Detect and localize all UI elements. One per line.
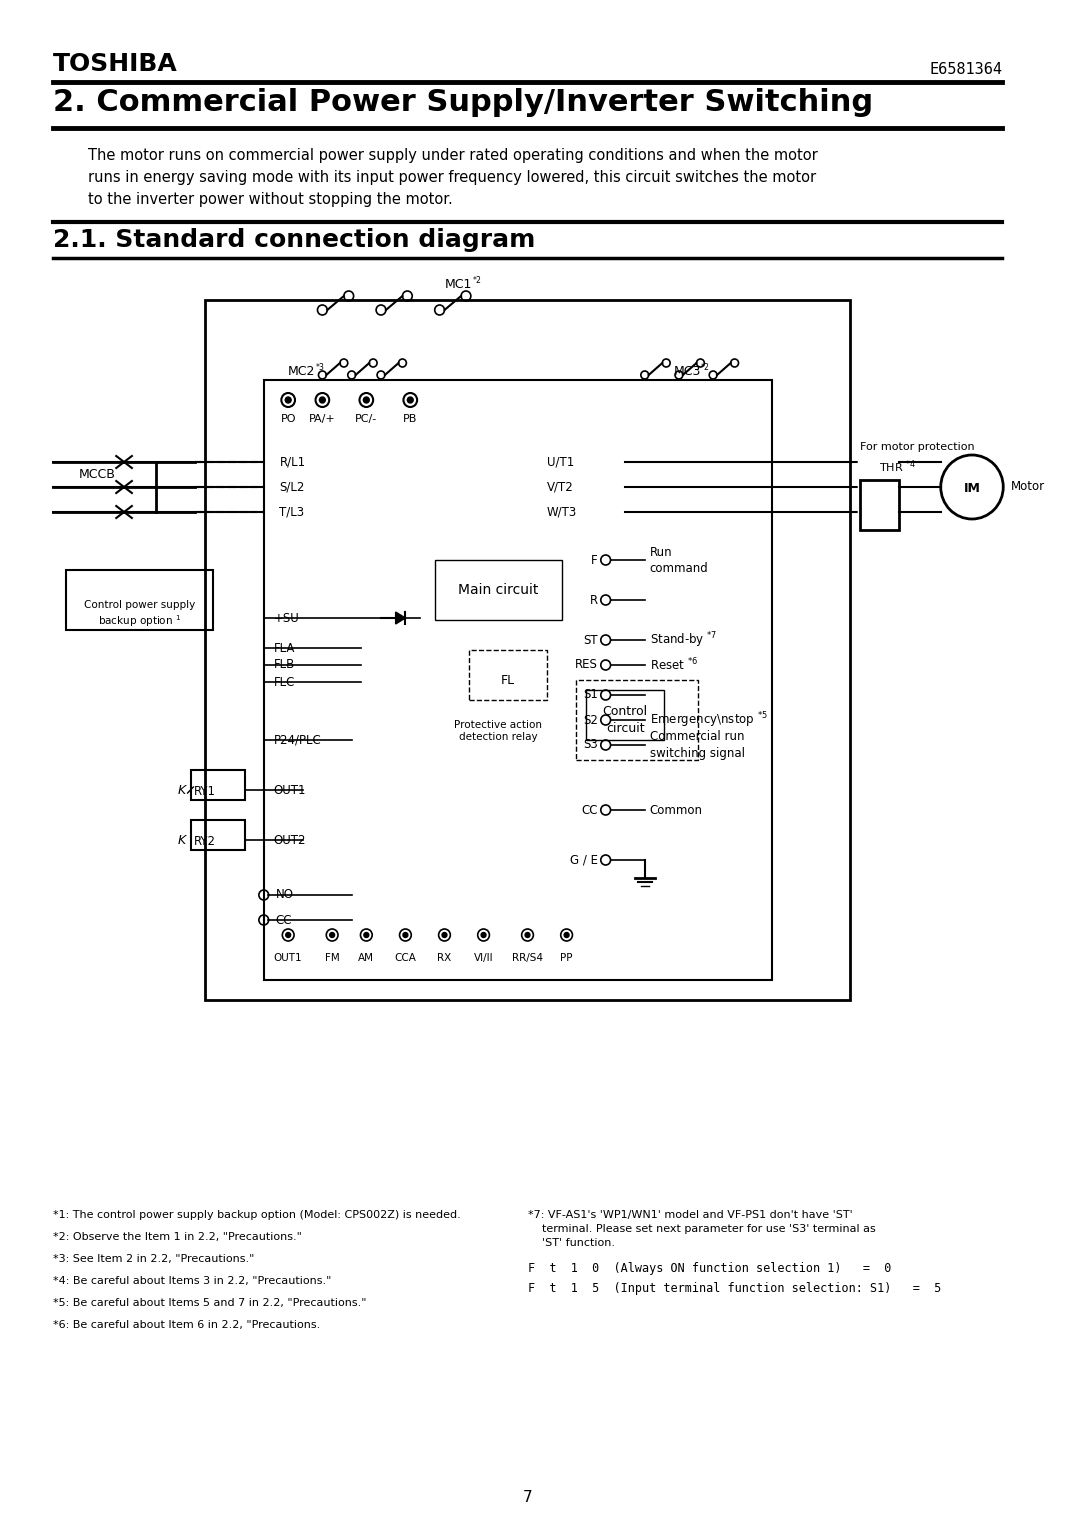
Text: P24/PLC: P24/PLC [273, 733, 321, 747]
Text: PP: PP [561, 953, 572, 964]
Text: S/L2: S/L2 [280, 481, 305, 493]
Text: FLB: FLB [273, 658, 295, 672]
Text: S3: S3 [583, 739, 598, 751]
Circle shape [564, 933, 569, 938]
Bar [191, 820, 245, 851]
Polygon shape [395, 612, 405, 625]
Text: RES: RES [575, 658, 598, 672]
Text: Stand-by $^{*7}$: Stand-by $^{*7}$ [650, 631, 717, 651]
Text: Control power supply
backup option $^{1}$: Control power supply backup option $^{1}… [84, 600, 195, 629]
Text: F  t  1  5  (Input terminal function selection: S1)   =  5: F t 1 5 (Input terminal function selecti… [527, 1283, 941, 1295]
Text: K: K [177, 834, 186, 846]
Text: U/T1: U/T1 [548, 455, 575, 469]
Bar [264, 380, 772, 980]
Text: $^{*3}$: $^{*3}$ [314, 363, 325, 373]
Circle shape [525, 933, 530, 938]
Text: PA/+: PA/+ [309, 414, 336, 425]
Text: S1: S1 [583, 689, 598, 701]
Text: *7: VF-AS1's 'WP1/WN1' model and VF-PS1 don't have 'ST'
    terminal. Please set: *7: VF-AS1's 'WP1/WN1' model and VF-PS1 … [527, 1209, 875, 1248]
Text: *3: See Item 2 in 2.2, "Precautions.": *3: See Item 2 in 2.2, "Precautions." [53, 1254, 254, 1264]
Text: F: F [591, 553, 598, 567]
Circle shape [407, 397, 414, 403]
Text: PB: PB [403, 414, 418, 425]
Text: $^{*2}$: $^{*2}$ [472, 276, 482, 286]
Text: CC: CC [581, 803, 598, 817]
Circle shape [320, 397, 325, 403]
Text: FLC: FLC [273, 675, 295, 689]
Text: *6: Be careful about Item 6 in 2.2, "Precautions.: *6: Be careful about Item 6 in 2.2, "Pre… [53, 1319, 320, 1330]
Text: 2.1. Standard connection diagram: 2.1. Standard connection diagram [53, 228, 535, 252]
Circle shape [363, 397, 369, 403]
Circle shape [286, 933, 291, 938]
Circle shape [364, 933, 368, 938]
Text: V/T2: V/T2 [548, 481, 573, 493]
Text: PC/-: PC/- [355, 414, 377, 425]
Text: Commercial run
switching signal: Commercial run switching signal [650, 730, 744, 759]
Bar [205, 299, 850, 1000]
Text: RX: RX [437, 953, 451, 964]
Text: VI/II: VI/II [474, 953, 494, 964]
Text: NO: NO [275, 889, 294, 901]
Text: THR $^{*4}$: THR $^{*4}$ [879, 458, 916, 475]
Circle shape [329, 933, 335, 938]
Circle shape [403, 933, 408, 938]
Text: CCA: CCA [394, 953, 417, 964]
Text: 2. Commercial Power Supply/Inverter Switching: 2. Commercial Power Supply/Inverter Swit… [53, 89, 873, 118]
Text: AM: AM [359, 953, 375, 964]
Text: ST: ST [583, 634, 598, 646]
Text: PO: PO [281, 414, 296, 425]
Text: *5: Be careful about Items 5 and 7 in 2.2, "Precautions.": *5: Be careful about Items 5 and 7 in 2.… [53, 1298, 366, 1309]
Bar [435, 560, 562, 620]
Text: +SU: +SU [273, 611, 299, 625]
Text: MCCB: MCCB [79, 469, 117, 481]
Text: Emergency\nstop $^{*5}$: Emergency\nstop $^{*5}$ [650, 710, 768, 730]
Bar [191, 770, 245, 800]
Text: MC1: MC1 [445, 278, 472, 292]
Text: Common: Common [650, 803, 703, 817]
Circle shape [481, 933, 486, 938]
Text: E6581364: E6581364 [929, 63, 1002, 76]
Text: FL: FL [501, 673, 515, 687]
Text: CC: CC [275, 913, 292, 927]
Circle shape [285, 397, 292, 403]
Text: TOSHIBA: TOSHIBA [53, 52, 177, 76]
Text: FLA: FLA [273, 641, 295, 655]
Text: 7: 7 [523, 1490, 532, 1506]
Text: RY1: RY1 [194, 785, 216, 799]
Text: Control
circuit: Control circuit [603, 705, 648, 734]
Text: MC2: MC2 [288, 365, 315, 379]
Text: R/L1: R/L1 [280, 455, 306, 469]
Text: $^{*2}$: $^{*2}$ [701, 363, 711, 373]
Text: FM: FM [325, 953, 339, 964]
Text: F  t  1  0  (Always ON function selection 1)   =  0: F t 1 0 (Always ON function selection 1)… [527, 1261, 891, 1275]
Text: T/L3: T/L3 [280, 505, 305, 519]
Text: OUT1: OUT1 [273, 783, 306, 797]
Bar [586, 690, 664, 741]
Text: OUT2: OUT2 [273, 834, 306, 846]
Bar [860, 479, 899, 530]
Text: *1: The control power supply backup option (Model: CPS002Z) is needed.: *1: The control power supply backup opti… [53, 1209, 460, 1220]
Text: Run
command: Run command [650, 545, 708, 574]
Circle shape [442, 933, 447, 938]
Text: R: R [590, 594, 598, 606]
Text: Reset $^{*6}$: Reset $^{*6}$ [650, 657, 698, 673]
Text: Main circuit: Main circuit [458, 583, 539, 597]
Text: RY2: RY2 [194, 835, 216, 847]
Text: Protective action
detection relay: Protective action detection relay [455, 721, 542, 742]
Text: RR/S4: RR/S4 [512, 953, 543, 964]
Text: G / E: G / E [570, 854, 598, 866]
Text: OUT1: OUT1 [274, 953, 302, 964]
Text: *2: Observe the Item 1 in 2.2, "Precautions.": *2: Observe the Item 1 in 2.2, "Precauti… [53, 1232, 301, 1241]
Text: IM: IM [963, 483, 981, 495]
Text: The motor runs on commercial power supply under rated operating conditions and w: The motor runs on commercial power suppl… [87, 148, 818, 208]
Text: W/T3: W/T3 [548, 505, 578, 519]
Text: For motor protection: For motor protection [860, 441, 974, 452]
Text: K: K [177, 783, 186, 797]
Text: MC3: MC3 [674, 365, 701, 379]
Text: S2: S2 [583, 713, 598, 727]
Text: *4: Be careful about Items 3 in 2.2, "Precautions.": *4: Be careful about Items 3 in 2.2, "Pr… [53, 1277, 332, 1286]
Text: Motor: Motor [1011, 481, 1045, 493]
